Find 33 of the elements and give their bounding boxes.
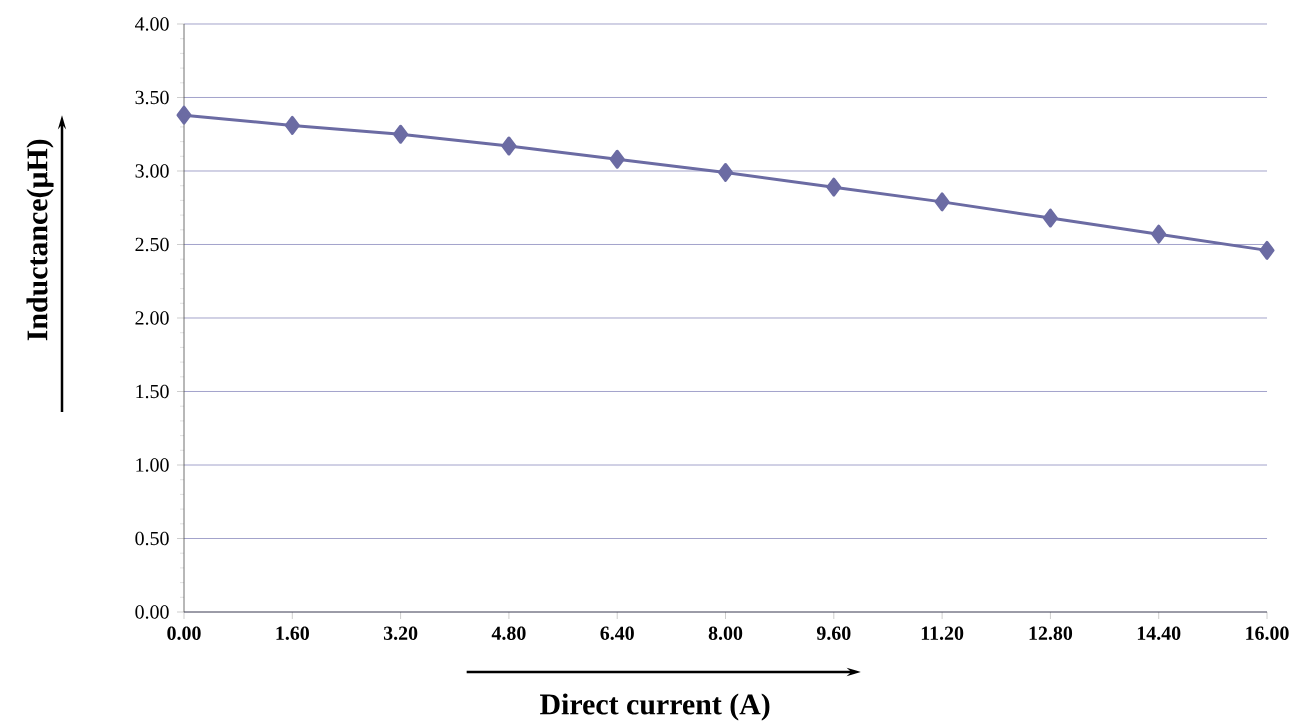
y-tick-label: 2.50 — [135, 237, 169, 252]
point — [501, 136, 517, 156]
y-tick-label: 2.00 — [135, 311, 169, 325]
x-tick-label: 14.40 — [1137, 626, 1181, 641]
y-tick-label: 3.00 — [135, 164, 169, 178]
point — [609, 149, 625, 169]
point — [176, 105, 192, 125]
point — [393, 124, 409, 144]
x-tick-label: 9.60 — [816, 626, 851, 641]
x-tick-label: 12.80 — [1029, 626, 1073, 641]
point — [1042, 208, 1058, 228]
y-tick-label: 3.50 — [135, 90, 169, 105]
x-tick-label: 1.60 — [276, 626, 309, 641]
y-tick-label: 4.00 — [135, 17, 169, 31]
x-tick-label: 3.20 — [383, 626, 418, 641]
x-tick-label: 11.20 — [921, 626, 964, 641]
x-tick-label: 16.00 — [1246, 626, 1289, 641]
point — [934, 192, 950, 212]
point — [1259, 240, 1275, 260]
point — [284, 115, 300, 135]
point — [826, 177, 842, 197]
point — [1151, 224, 1167, 244]
x-tick-label: 8.00 — [708, 626, 743, 641]
x-tick-label: 4.80 — [491, 626, 526, 641]
point — [718, 162, 734, 182]
x-axis-title: Direct current (A) — [540, 693, 770, 721]
y-tick-label: 0.50 — [135, 531, 169, 546]
y-tick-label: 1.00 — [136, 458, 169, 472]
y-axis-title: Inductance(μH) — [26, 139, 54, 341]
x-tick-label: 0.00 — [167, 626, 201, 641]
y-tick-label: 1.50 — [136, 384, 169, 399]
x-tick-label: 6.40 — [600, 626, 634, 641]
y-tick-label: 0.00 — [135, 605, 169, 619]
